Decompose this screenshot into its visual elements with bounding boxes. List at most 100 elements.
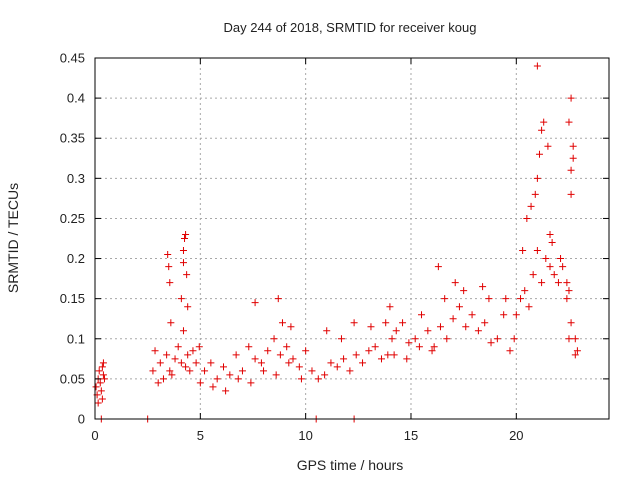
data-point (257, 359, 265, 367)
data-point (377, 355, 385, 363)
data-point (174, 343, 182, 351)
data-point (506, 347, 514, 355)
x-tick-label: 10 (298, 428, 312, 443)
data-point (399, 319, 407, 327)
data-point (181, 235, 189, 242)
data-point (569, 142, 577, 150)
data-point (207, 359, 215, 367)
data-point (493, 335, 501, 343)
data-point (179, 259, 187, 267)
data-point (365, 347, 373, 355)
data-point (149, 367, 157, 375)
y-tick-label: 0.15 (60, 291, 85, 306)
data-point (392, 327, 400, 335)
data-point (234, 375, 242, 383)
data-point (563, 295, 571, 303)
data-point (94, 399, 102, 407)
data-point (163, 351, 171, 359)
data-point (371, 343, 379, 351)
data-point (285, 359, 293, 367)
data-point (468, 311, 476, 319)
data-point (186, 367, 194, 375)
data-point (196, 379, 204, 387)
data-point (479, 283, 487, 291)
data-point (403, 355, 411, 363)
data-point (567, 190, 575, 198)
data-point (535, 150, 543, 158)
data-point (546, 230, 554, 238)
data-point (297, 375, 305, 383)
data-point (510, 335, 518, 343)
data-point (538, 126, 546, 134)
data-point (567, 319, 575, 327)
y-tick-label: 0.45 (60, 51, 85, 66)
data-point (245, 343, 253, 351)
y-tick-label: 0.25 (60, 211, 85, 226)
data-point (462, 323, 470, 331)
data-point (455, 303, 463, 311)
data-point (563, 279, 571, 287)
data-point (166, 279, 174, 287)
y-axis-label: SRMTID / TECUs (5, 183, 21, 293)
data-point (382, 319, 390, 327)
data-point (95, 367, 103, 375)
data-point (533, 174, 541, 182)
data-point (384, 351, 392, 359)
data-point (531, 190, 539, 198)
data-point (346, 367, 354, 375)
data-point (295, 363, 303, 371)
data-point (571, 351, 579, 359)
data-point (222, 387, 230, 395)
data-point (525, 303, 533, 311)
data-point (350, 319, 358, 327)
data-point (251, 355, 259, 363)
data-point (226, 371, 234, 379)
data-point (517, 295, 525, 303)
data-point (213, 375, 221, 383)
data-point (327, 359, 335, 367)
x-tick-label: 0 (91, 428, 98, 443)
data-point (443, 335, 451, 343)
data-point (565, 335, 573, 343)
data-point (573, 347, 581, 355)
data-point (184, 303, 192, 311)
data-point (274, 295, 282, 303)
y-tick-label: 0.1 (67, 331, 85, 346)
data-point (201, 367, 209, 375)
chart-title: Day 244 of 2018, SRMTID for receiver kou… (224, 20, 477, 35)
data-point (424, 327, 432, 335)
data-point (340, 355, 348, 363)
data-point (415, 343, 423, 351)
data-point (571, 335, 579, 343)
data-point (554, 279, 562, 287)
y-tick-label: 0.05 (60, 371, 85, 386)
data-point (209, 383, 217, 391)
data-point (337, 335, 345, 343)
data-point (247, 379, 255, 387)
data-point (523, 214, 531, 222)
data-point (540, 118, 548, 126)
data-point (289, 355, 297, 363)
data-point (278, 319, 286, 327)
x-tick-labels: 0 5 10 15 20 (91, 428, 523, 443)
y-tick-labels: 0 0.05 0.1 0.15 0.2 0.25 0.3 0.35 0.4 0.45 (60, 51, 85, 427)
data-point (302, 347, 310, 355)
data-point (272, 371, 280, 379)
data-point (557, 255, 565, 263)
data-point (192, 359, 200, 367)
data-point (428, 347, 436, 355)
data-point (287, 323, 295, 331)
data-point (451, 279, 459, 287)
axis-ticks (94, 57, 609, 420)
data-point (151, 347, 159, 355)
data-point (96, 379, 104, 387)
data-point (542, 255, 550, 263)
data-point (168, 371, 176, 379)
data-point (519, 247, 527, 255)
data-point (156, 359, 164, 367)
data-point (521, 287, 529, 295)
data-point (165, 263, 173, 271)
data-point (569, 154, 577, 162)
data-point (405, 339, 413, 347)
